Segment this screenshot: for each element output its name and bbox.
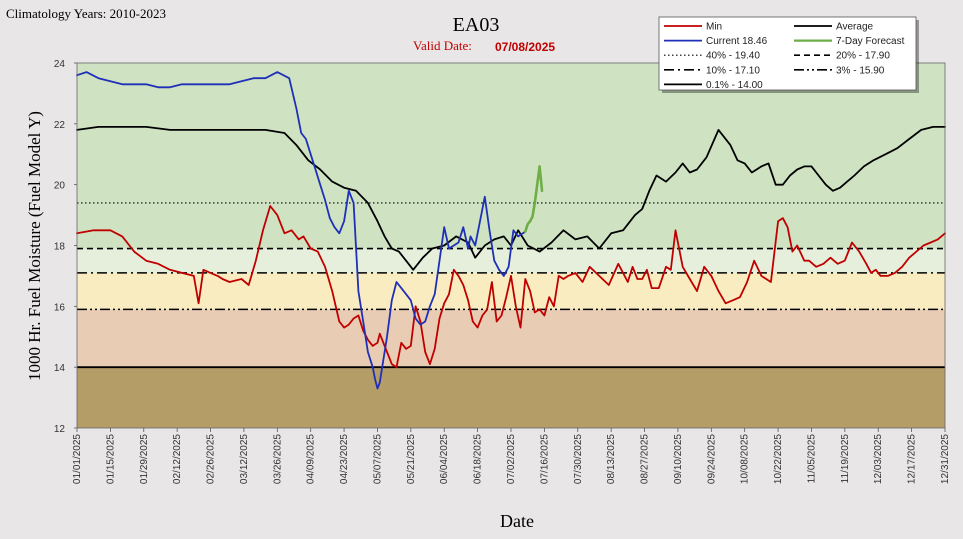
valid-date-label: Valid Date: (413, 38, 472, 53)
x-tick-label: 02/26/2025 (206, 434, 217, 484)
x-tick-label: 11/05/2025 (806, 434, 817, 484)
legend-label: Average (836, 22, 874, 33)
x-tick-label: 03/26/2025 (272, 434, 283, 484)
valid-date-value: 07/08/2025 (495, 40, 555, 54)
x-tick-label: 05/21/2025 (406, 434, 417, 484)
band-1 (77, 309, 945, 368)
legend-label: Current 18.46 (706, 36, 768, 47)
percentile-lines (77, 202, 945, 369)
band-0 (77, 367, 945, 428)
legend-label: 7-Day Forecast (836, 36, 905, 47)
y-tick-label: 14 (54, 363, 66, 374)
series-min (76, 205, 946, 369)
x-tick-label: 01/15/2025 (105, 434, 116, 484)
y-tick-label: 12 (54, 424, 66, 435)
x-tick-label: 11/19/2025 (840, 434, 851, 484)
series-current-18-46 (76, 71, 527, 390)
x-tick-label: 08/13/2025 (606, 434, 617, 484)
legend-label: 0.1% - 14.00 (706, 80, 763, 91)
y-tick-label: 18 (54, 242, 66, 253)
legend: Min Average Current 18.46 7-Day Forecast 40%… (658, 16, 919, 93)
x-axis-label: Date (500, 511, 534, 531)
plot-frame (76, 62, 946, 429)
legend-label: 20% - 17.90 (836, 51, 890, 62)
x-tick-label: 01/29/2025 (139, 434, 150, 484)
climatology-years: Climatology Years: 2010-2023 (6, 6, 166, 21)
x-tick-label: 04/09/2025 (306, 434, 317, 484)
x-tick-label: 03/12/2025 (239, 434, 250, 484)
x-tick-label: 07/30/2025 (573, 434, 584, 484)
x-tick-label: 12/03/2025 (873, 434, 884, 484)
y-tick-label: 20 (54, 181, 66, 192)
y-tick-label: 22 (54, 120, 66, 131)
legend-label: Min (706, 22, 722, 33)
x-tick-label: 06/18/2025 (473, 434, 484, 484)
x-tick-label: 05/07/2025 (372, 434, 383, 484)
x-tick-label: 09/10/2025 (673, 434, 684, 484)
band-4 (77, 63, 945, 249)
y-tick-label: 16 (54, 302, 66, 313)
series-lines (76, 71, 946, 390)
station-title: EA03 (453, 14, 500, 36)
legend-box (658, 16, 917, 91)
x-tick-label: 02/12/2025 (172, 434, 183, 484)
y-axis-ticks: 12 14 16 18 20 22 24 (54, 59, 77, 435)
x-tick-label: 10/08/2025 (740, 434, 751, 484)
x-tick-label: 12/17/2025 (907, 434, 918, 484)
y-axis-label: 1000 Hr. Fuel Moisture (Fuel Model Y) (25, 111, 44, 381)
legend-label: 40% - 19.40 (706, 51, 760, 62)
series-7-day-forecast (523, 165, 544, 233)
x-tick-label: 10/22/2025 (773, 434, 784, 484)
legend-label: 10% - 17.10 (706, 65, 760, 76)
legend-items: Min Average Current 18.46 7-Day Forecast 40%… (664, 22, 905, 91)
x-tick-label: 07/02/2025 (506, 434, 517, 484)
x-tick-label: 08/27/2025 (640, 434, 651, 484)
x-tick-label: 01/01/2025 (72, 434, 83, 484)
series-average (76, 126, 946, 271)
x-tick-label: 07/16/2025 (539, 434, 550, 484)
x-tick-label: 12/31/2025 (940, 434, 951, 484)
x-axis-ticks: 01/01/2025 01/15/2025 01/29/2025 02/12/2025… (72, 428, 951, 484)
x-tick-label: 09/24/2025 (706, 434, 717, 484)
x-tick-label: 06/04/2025 (439, 434, 450, 484)
legend-label: 3% - 15.90 (836, 65, 885, 76)
y-tick-label: 24 (54, 59, 66, 70)
x-tick-label: 04/23/2025 (339, 434, 350, 484)
